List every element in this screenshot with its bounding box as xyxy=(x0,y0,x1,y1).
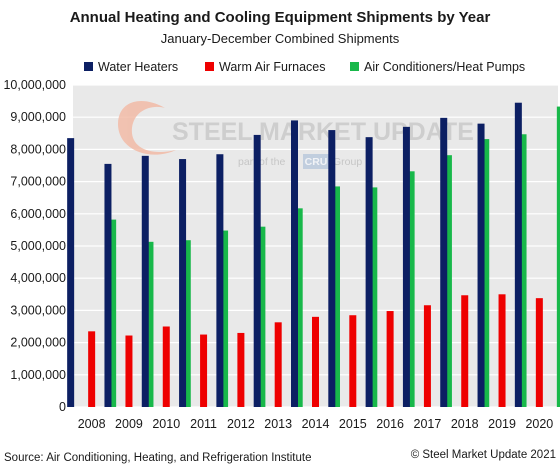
legend-label-water-heaters: Water Heaters xyxy=(98,60,178,74)
legend-label-air-conditioners: Air Conditioners/Heat Pumps xyxy=(364,60,525,74)
y-tick-label: 4,000,000 xyxy=(10,271,66,285)
bar-warm-air-furnaces-2018 xyxy=(461,295,469,407)
y-tick-label: 6,000,000 xyxy=(10,207,66,221)
bar-warm-air-furnaces-2020 xyxy=(535,298,543,407)
bar-water-heaters-2012 xyxy=(216,154,224,407)
bar-air-conditioners-heat-pumps-2016 xyxy=(407,171,415,407)
bar-air-conditioners-heat-pumps-2011 xyxy=(221,230,229,407)
bar-air-conditioners-heat-pumps-2015 xyxy=(370,187,378,407)
watermark: STEEL MARKET UPDATE part of the CRU Grou… xyxy=(118,101,474,169)
bar-water-heaters-2010 xyxy=(141,155,149,407)
bar-warm-air-furnaces-2008 xyxy=(88,331,96,407)
bar-air-conditioners-heat-pumps-2010 xyxy=(183,240,191,407)
bar-air-conditioners-heat-pumps-2008 xyxy=(109,219,117,407)
bar-water-heaters-2016 xyxy=(365,137,373,407)
x-tick-label: 2010 xyxy=(152,417,180,431)
bar-warm-air-furnaces-2010 xyxy=(162,326,170,407)
bar-warm-air-furnaces-2012 xyxy=(237,332,245,407)
y-tick-label: 10,000,000 xyxy=(3,78,66,92)
watermark-tagline-pre: part of the xyxy=(238,156,285,168)
bar-water-heaters-2017 xyxy=(402,126,410,408)
bar-warm-air-furnaces-2011 xyxy=(200,334,208,407)
bar-water-heaters-2015 xyxy=(328,130,336,407)
bar-water-heaters-2018 xyxy=(440,117,448,408)
y-axis-ticks: 0 1,000,000 2,000,000 3,000,000 4,000,000 5,0… xyxy=(3,78,66,414)
bar-air-conditioners-heat-pumps-2017 xyxy=(444,155,452,407)
bar-water-heaters-2019 xyxy=(477,123,485,407)
bar-warm-air-furnaces-2017 xyxy=(423,305,431,407)
x-tick-label: 2015 xyxy=(339,417,367,431)
legend-label-warm-air-furnaces: Warm Air Furnaces xyxy=(219,60,326,74)
gridlines xyxy=(73,84,558,408)
bar-warm-air-furnaces-2019 xyxy=(498,294,506,407)
bar-air-conditioners-heat-pumps-2013 xyxy=(295,208,303,407)
y-tick-label: 1,000,000 xyxy=(10,368,66,382)
x-tick-label: 2013 xyxy=(264,417,292,431)
legend: Water Heaters Warm Air Furnaces Air Cond… xyxy=(84,60,525,74)
bar-water-heaters-2013 xyxy=(253,134,261,407)
watermark-brand: STEEL MARKET UPDATE xyxy=(172,118,474,146)
y-tick-label: 7,000,000 xyxy=(10,175,66,189)
bar-warm-air-furnaces-2014 xyxy=(312,316,319,407)
bar-air-conditioners-heat-pumps-2018 xyxy=(482,139,490,407)
chart-title: Annual Heating and Cooling Equipment Shi… xyxy=(70,9,491,26)
bar-warm-air-furnaces-2009 xyxy=(125,335,133,407)
bar-water-heaters-2014 xyxy=(291,120,298,408)
x-tick-label: 2014 xyxy=(302,417,330,431)
bar-air-conditioners-heat-pumps-2009 xyxy=(146,241,154,407)
y-tick-label: 9,000,000 xyxy=(10,110,66,124)
x-tick-label: 2018 xyxy=(451,417,479,431)
bar-water-heaters-2009 xyxy=(104,163,112,407)
x-tick-label: 2017 xyxy=(414,417,442,431)
legend-swatch-warm-air-furnaces xyxy=(205,62,214,71)
bars xyxy=(67,102,560,408)
source-note: Source: Air Conditioning, Heating, and R… xyxy=(4,452,312,464)
watermark-swoosh xyxy=(118,101,176,155)
y-tick-label: 5,000,000 xyxy=(10,239,66,253)
watermark-tagline-post: Group xyxy=(333,156,362,168)
watermark-cru: CRU xyxy=(305,156,328,168)
y-tick-label: 0 xyxy=(59,400,66,414)
bar-warm-air-furnaces-2015 xyxy=(349,315,357,407)
cru-logo-icon xyxy=(303,154,329,169)
bar-air-conditioners-heat-pumps-2020 xyxy=(556,106,560,407)
x-tick-label: 2009 xyxy=(115,417,143,431)
bar-air-conditioners-heat-pumps-2012 xyxy=(258,226,266,407)
bar-air-conditioners-heat-pumps-2014 xyxy=(333,186,340,407)
x-axis-ticks: 2008 2009 2010 2011 2012 2013 2014 2015 2016 2017… xyxy=(78,417,554,431)
bar-warm-air-furnaces-2013 xyxy=(274,322,282,407)
y-tick-label: 2,000,000 xyxy=(10,336,66,350)
copyright-note: © Steel Market Update 2021 xyxy=(411,449,556,461)
x-tick-label: 2016 xyxy=(376,417,404,431)
bar-air-conditioners-heat-pumps-2019 xyxy=(519,134,527,408)
y-tick-label: 3,000,000 xyxy=(10,303,66,317)
bar-water-heaters-2011 xyxy=(179,159,187,407)
x-tick-label: 2012 xyxy=(227,417,255,431)
legend-swatch-air-conditioners xyxy=(350,62,359,71)
x-tick-label: 2020 xyxy=(525,417,553,431)
legend-swatch-water-heaters xyxy=(84,62,93,71)
x-tick-label: 2011 xyxy=(190,417,217,431)
bar-water-heaters-2008 xyxy=(67,138,75,407)
y-tick-label: 8,000,000 xyxy=(10,142,66,156)
x-tick-label: 2008 xyxy=(78,417,106,431)
bar-water-heaters-2020 xyxy=(514,102,522,408)
x-tick-label: 2019 xyxy=(488,417,516,431)
chart-subtitle: January-December Combined Shipments xyxy=(161,31,400,46)
bar-warm-air-furnaces-2016 xyxy=(386,311,394,407)
